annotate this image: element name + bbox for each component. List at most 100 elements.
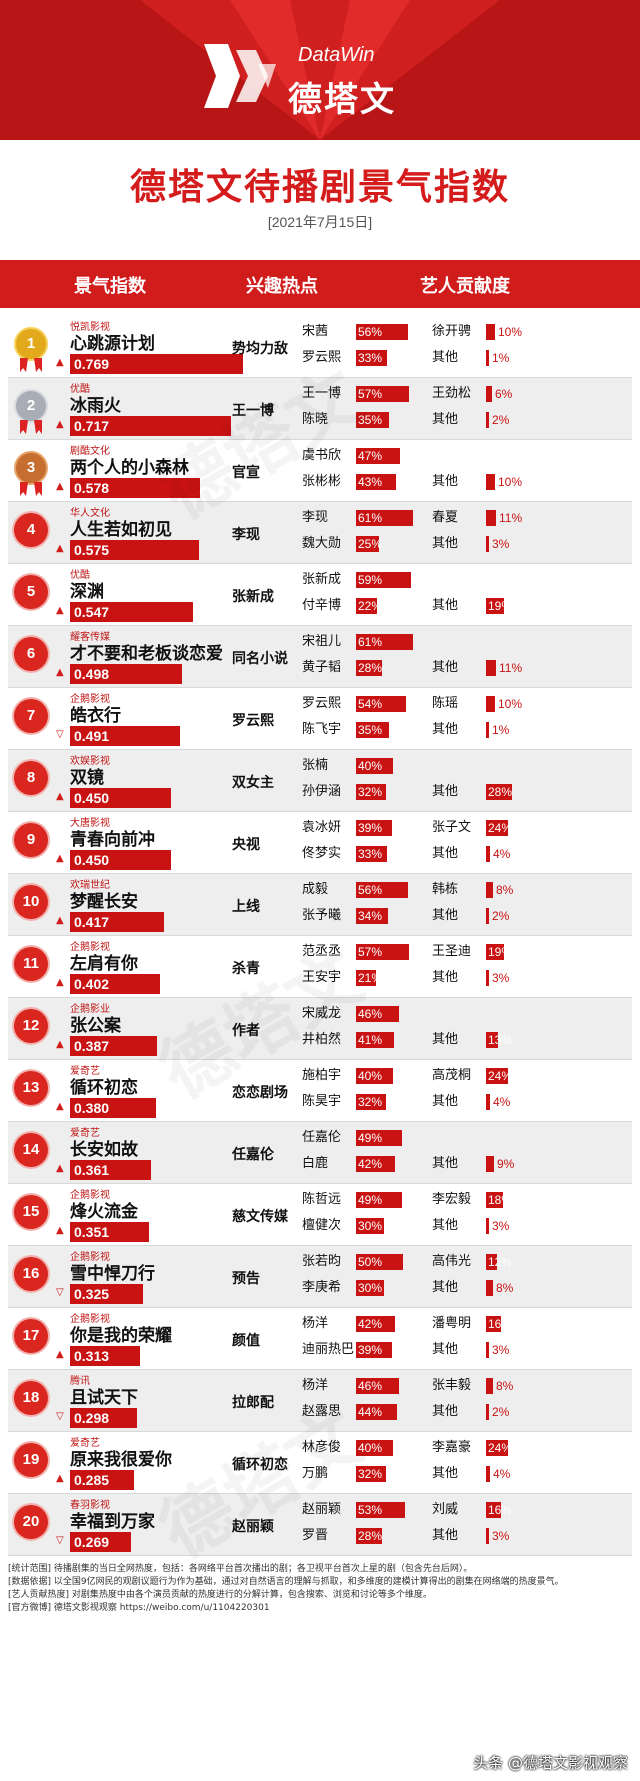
score-bar — [70, 1222, 149, 1242]
rank-badge: 1 — [14, 327, 48, 361]
company-name: 大唐影视 — [70, 818, 110, 829]
artist-bar — [486, 1068, 508, 1084]
artist-bar — [356, 758, 393, 774]
artist-name: 其他 — [432, 1094, 459, 1109]
company-name: 优酷 — [70, 384, 90, 395]
artist-name: 其他 — [432, 908, 459, 923]
score-value: 0.380 — [74, 1100, 110, 1116]
artist-percent: 56% — [358, 883, 383, 897]
hot-topic: 拉郎配 — [232, 1395, 274, 1411]
artist-bar — [486, 846, 490, 862]
rank-badge: 19 — [14, 1443, 48, 1477]
trend-up-icon: ▲ — [56, 977, 64, 988]
artist-name: 其他 — [432, 474, 459, 489]
artist-percent: 3% — [492, 1219, 510, 1233]
artist-percent: 24% — [488, 1441, 513, 1455]
artist-percent: 25% — [358, 537, 383, 551]
artist-name: 成毅 — [302, 882, 329, 897]
header-banner: DataWin 德塔文 — [0, 0, 640, 140]
table-row: 13 ▲ 爱奇艺 循环初恋 0.380 恋恋剧场 施柏宇 40% 高茂桐 24% 陈昊宇 32% 其他 4… — [8, 1060, 632, 1122]
hot-topic: 官宣 — [232, 465, 260, 481]
show-title: 才不要和老板谈恋爱 — [70, 644, 223, 664]
artist-percent: 24% — [488, 821, 513, 835]
row-divider — [8, 501, 632, 502]
rank-badge: 10 — [14, 885, 48, 919]
artist-name: 其他 — [432, 1218, 459, 1233]
table-row: 15 ▲ 企鹅影视 烽火流金 0.351 慈文传媒 陈哲远 49% 李宏毅 18% 檀健次 30% 其他… — [8, 1184, 632, 1246]
show-title: 皓衣行 — [70, 706, 121, 726]
artist-bar — [356, 944, 409, 960]
trend-up-icon: ▲ — [56, 791, 64, 802]
artist-name: 陈瑶 — [432, 696, 459, 711]
artist-name: 李庚希 — [302, 1280, 342, 1295]
score-value: 0.417 — [74, 914, 110, 930]
row-divider — [8, 873, 632, 874]
show-title: 人生若如初见 — [70, 520, 172, 540]
artist-percent: 33% — [358, 351, 383, 365]
artist-name: 佟梦实 — [302, 846, 342, 861]
artist-percent: 47% — [358, 449, 383, 463]
artist-name: 刘威 — [432, 1502, 459, 1517]
hot-topic: 杀青 — [232, 961, 260, 977]
trend-down-icon: ▽ — [56, 1411, 64, 1422]
artist-percent: 8% — [496, 1379, 514, 1393]
artist-name: 其他 — [432, 1032, 459, 1047]
artist-percent: 2% — [492, 1405, 510, 1419]
artist-bar — [486, 1404, 489, 1420]
artist-percent: 30% — [358, 1219, 383, 1233]
score-value: 0.325 — [74, 1286, 110, 1302]
rank-badge: 20 — [14, 1505, 48, 1539]
artist-bar — [486, 1254, 497, 1270]
artist-bar — [486, 820, 508, 836]
artist-name: 其他 — [432, 660, 459, 675]
show-title: 烽火流金 — [70, 1202, 138, 1222]
hot-topic: 赵丽颖 — [232, 1519, 274, 1535]
artist-bar — [486, 882, 493, 898]
rank-badge: 3 — [14, 451, 48, 485]
rank-badge: 8 — [14, 761, 48, 795]
artist-percent: 3% — [492, 1529, 510, 1543]
score-bar — [70, 850, 171, 870]
artist-bar — [356, 696, 406, 712]
artist-name: 陈飞宇 — [302, 722, 342, 737]
brand-en: DataWin — [298, 44, 375, 66]
artist-bar — [486, 1342, 489, 1358]
artist-percent: 4% — [493, 847, 511, 861]
artist-name: 陈哲远 — [302, 1192, 342, 1207]
company-name: 企鹅影视 — [70, 1314, 110, 1325]
artist-percent: 10% — [498, 475, 523, 489]
score-bar — [70, 478, 200, 498]
artist-percent: 57% — [358, 945, 383, 959]
artist-percent: 50% — [358, 1255, 383, 1269]
score-bar — [70, 726, 180, 746]
artist-bar — [356, 1006, 399, 1022]
artist-percent: 11% — [499, 511, 523, 525]
table-row: 20 ▽ 春羽影视 幸福到万家 0.269 赵丽颖 赵丽颖 53% 刘威 16% 罗晋 28% 其他 3% — [8, 1494, 632, 1556]
artist-percent: 6% — [495, 387, 513, 401]
artist-bar — [356, 1068, 393, 1084]
trend-up-icon: ▲ — [56, 1163, 64, 1174]
artist-percent: 40% — [358, 1069, 383, 1083]
artist-bar — [486, 784, 512, 800]
score-value: 0.450 — [74, 790, 110, 806]
artist-name: 杨洋 — [302, 1316, 329, 1331]
row-divider — [8, 563, 632, 564]
artist-name: 其他 — [432, 846, 459, 861]
artist-percent: 32% — [358, 1467, 383, 1481]
table-row: 2 ▲ 优酷 冰雨火 0.717 王一博 王一博 57% 王劲松 6% 陈晓 35% 其他 2% — [8, 378, 632, 440]
hot-topic: 央视 — [232, 837, 260, 853]
trend-up-icon: ▲ — [56, 605, 64, 616]
artist-name: 陈昊宇 — [302, 1094, 342, 1109]
artist-bar — [486, 1528, 489, 1544]
artist-name: 张子文 — [432, 820, 472, 835]
show-title: 两个人的小森林 — [70, 458, 189, 478]
artist-bar — [486, 944, 504, 960]
artist-percent: 33% — [358, 847, 383, 861]
trend-down-icon: ▽ — [56, 1287, 64, 1298]
score-value: 0.575 — [74, 542, 110, 558]
show-title: 幸福到万家 — [70, 1512, 155, 1532]
page-date: [2021年7月15日] — [267, 214, 373, 230]
show-title: 青春向前冲 — [70, 830, 155, 850]
artist-bar — [356, 722, 389, 738]
hot-topic: 罗云熙 — [232, 713, 274, 729]
